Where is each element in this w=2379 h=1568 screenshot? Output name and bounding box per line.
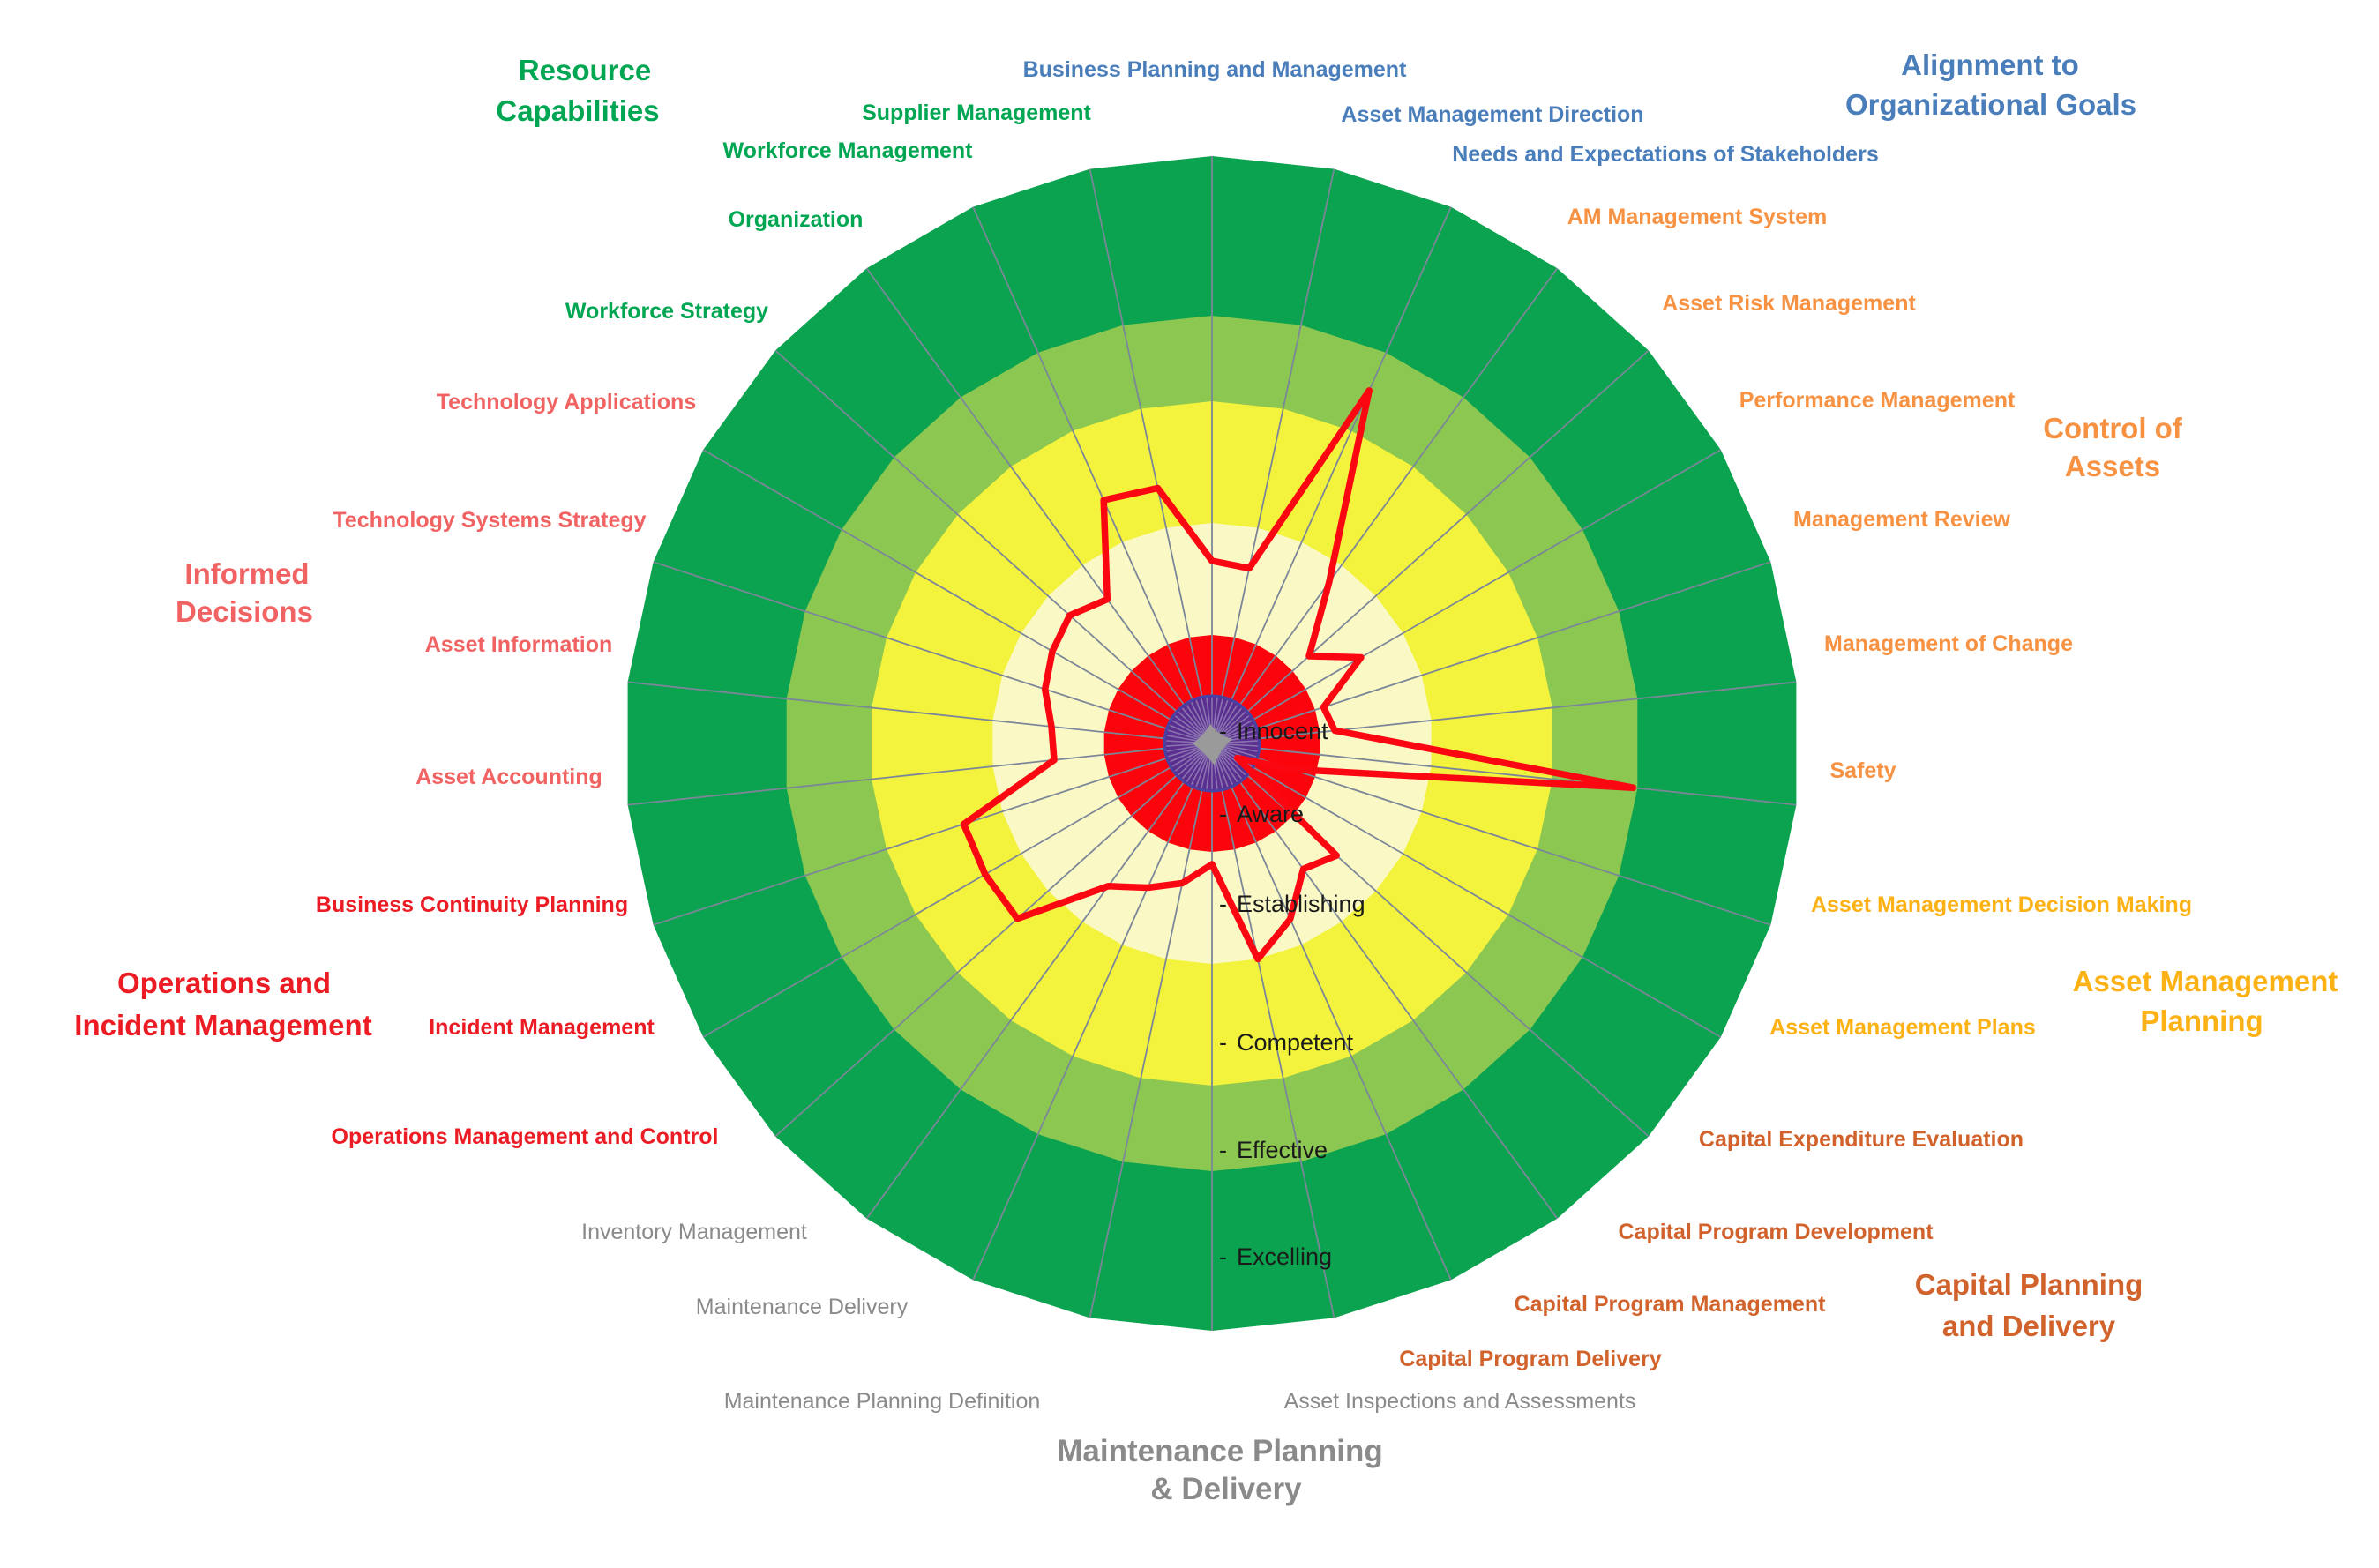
svg-text:Asset Management Direction: Asset Management Direction [1341, 102, 1643, 127]
svg-text:Asset Information: Asset Information [425, 632, 613, 657]
svg-text:Control of: Control of [2043, 412, 2183, 444]
svg-text:Management of Change: Management of Change [1824, 631, 2073, 656]
svg-text:Workforce Management: Workforce Management [723, 138, 974, 163]
svg-text:Performance Management: Performance Management [1739, 388, 2016, 413]
svg-text:Incident Management: Incident Management [429, 1015, 655, 1040]
svg-text:Assets: Assets [2065, 450, 2160, 482]
svg-text:Business Continuity Planning: Business Continuity Planning [316, 892, 628, 917]
svg-text:Incident Management: Incident Management [74, 1009, 371, 1042]
svg-text:Operations Management and Cont: Operations Management and Control [332, 1124, 719, 1149]
svg-text:-: - [1219, 801, 1227, 827]
svg-text:Asset Accounting: Asset Accounting [415, 765, 602, 789]
svg-text:Decisions: Decisions [176, 595, 313, 628]
svg-text:Capabilities: Capabilities [496, 94, 659, 127]
svg-text:Capital Program Development: Capital Program Development [1618, 1220, 1934, 1244]
svg-text:Asset Inspections and Assessme: Asset Inspections and Assessments [1284, 1389, 1636, 1414]
svg-text:-: - [1219, 1137, 1227, 1163]
svg-text:Excelling: Excelling [1237, 1243, 1332, 1270]
svg-text:Competent: Competent [1237, 1029, 1354, 1056]
svg-text:Informed: Informed [184, 557, 309, 590]
svg-text:Management Review: Management Review [1793, 507, 2010, 532]
svg-text:Asset Management: Asset Management [2073, 965, 2338, 997]
svg-text:Asset Risk Management: Asset Risk Management [1662, 291, 1916, 316]
svg-text:Planning: Planning [2140, 1004, 2263, 1037]
svg-text:-: - [1219, 718, 1227, 744]
svg-text:AM Management System: AM Management System [1567, 205, 1828, 229]
svg-text:Technology Systems Strategy: Technology Systems Strategy [333, 508, 646, 533]
svg-text:Inventory Management: Inventory Management [581, 1220, 807, 1244]
svg-text:Maintenance Planning: Maintenance Planning [1057, 1434, 1383, 1468]
svg-text:& Delivery: & Delivery [1150, 1472, 1302, 1506]
svg-text:-: - [1219, 1029, 1227, 1056]
svg-text:Aware: Aware [1237, 801, 1304, 827]
svg-text:Capital Program Management: Capital Program Management [1515, 1292, 1827, 1317]
svg-text:Technology Applications: Technology Applications [437, 390, 696, 414]
svg-text:Alignment to: Alignment to [1901, 49, 2079, 81]
svg-text:Safety: Safety [1829, 758, 1896, 783]
svg-text:Supplier Management: Supplier Management [862, 101, 1091, 125]
svg-text:Innocent: Innocent [1237, 718, 1328, 744]
svg-text:Establishing: Establishing [1237, 891, 1365, 917]
svg-text:Capital Program Delivery: Capital Program Delivery [1399, 1347, 1661, 1371]
svg-text:Needs and Expectations of Stak: Needs and Expectations of Stakeholders [1452, 142, 1878, 167]
svg-text:Business Planning and Manageme: Business Planning and Management [1023, 57, 1407, 82]
svg-text:-: - [1219, 891, 1227, 917]
svg-text:Maintenance Delivery: Maintenance Delivery [696, 1295, 909, 1319]
svg-text:Asset Management Decision Maki: Asset Management Decision Making [1811, 892, 2192, 917]
svg-text:Capital Expenditure Evaluation: Capital Expenditure Evaluation [1699, 1127, 2024, 1152]
svg-text:Asset Management Plans: Asset Management Plans [1769, 1015, 2036, 1040]
svg-text:Organizational Goals: Organizational Goals [1845, 88, 2136, 121]
svg-text:Workforce Strategy: Workforce Strategy [565, 299, 768, 324]
svg-text:Resource: Resource [519, 54, 651, 86]
svg-text:Effective: Effective [1237, 1137, 1328, 1163]
svg-text:Capital Planning: Capital Planning [1915, 1268, 2143, 1301]
svg-text:and Delivery: and Delivery [1942, 1310, 2116, 1342]
svg-text:Maintenance Planning Definitio: Maintenance Planning Definition [724, 1389, 1041, 1414]
svg-text:Organization: Organization [729, 207, 864, 232]
svg-text:-: - [1219, 1243, 1227, 1270]
svg-text:Operations and: Operations and [117, 967, 331, 999]
